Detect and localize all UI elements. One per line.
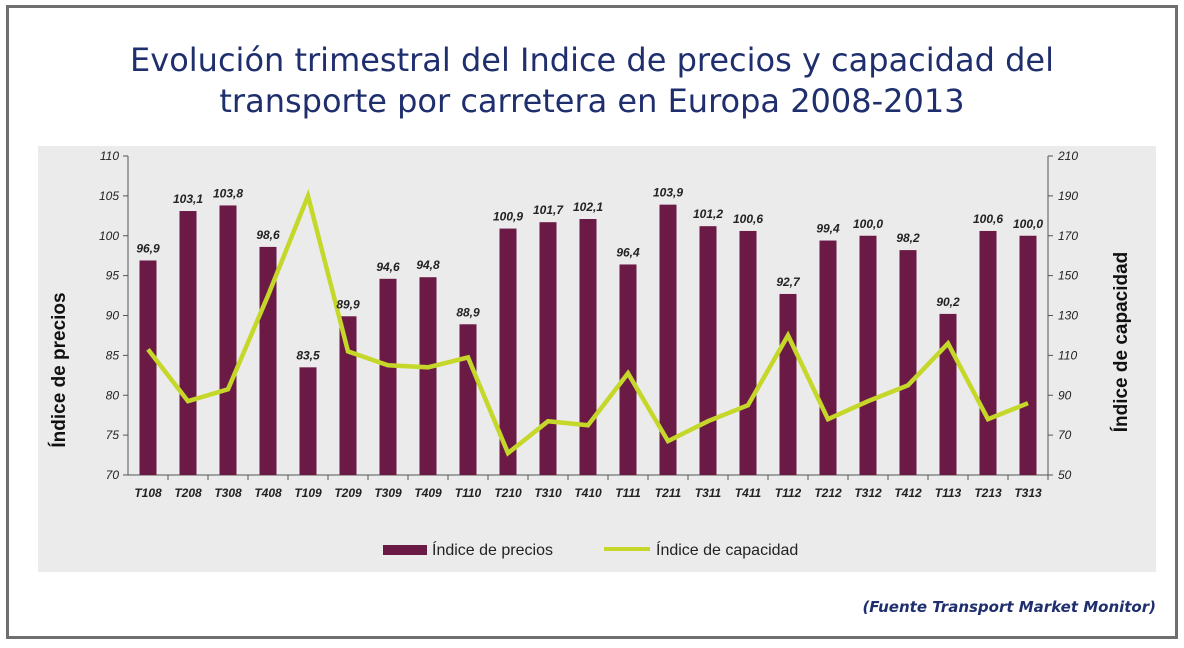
category-label: T108 — [134, 486, 162, 500]
title-line-2: transporte por carretera en Europa 2008-… — [219, 82, 965, 120]
right-tick-label: 70 — [1058, 428, 1072, 442]
bar-value-label: 94,6 — [376, 260, 400, 274]
price-bar — [459, 324, 477, 475]
bar-value-label: 94,8 — [416, 258, 440, 272]
right-tick-label: 130 — [1058, 309, 1078, 323]
bar-value-label: 99,4 — [816, 222, 840, 236]
price-bar — [139, 260, 157, 475]
bar-value-label: 96,9 — [136, 241, 160, 255]
price-bar — [379, 278, 397, 475]
category-label: T412 — [894, 486, 922, 500]
price-bar — [339, 316, 357, 475]
category-label: T213 — [974, 486, 1002, 500]
category-label: T408 — [254, 486, 282, 500]
legend-swatch-precios — [383, 545, 427, 555]
price-bar — [499, 228, 517, 475]
right-axis-title: Índice de capacidad — [1110, 252, 1132, 433]
bar-value-label: 83,5 — [296, 348, 320, 362]
price-bar — [179, 211, 197, 475]
price-bar — [779, 293, 797, 475]
right-tick-label: 190 — [1058, 189, 1078, 203]
category-label: T311 — [695, 486, 722, 500]
bar-value-label: 92,7 — [776, 275, 801, 289]
bar-value-label: 100,6 — [973, 212, 1003, 226]
price-bar — [299, 367, 317, 475]
labels-group: T108 96,9 T208 103,1 T308 103,8 T408 98,6 T109 83… — [134, 186, 1043, 500]
bar-value-label: 103,8 — [213, 186, 243, 200]
category-label: T409 — [414, 486, 442, 500]
bar-value-label: 98,2 — [896, 231, 920, 245]
bar-value-label: 102,1 — [573, 200, 603, 214]
left-tick-label: 100 — [99, 229, 119, 243]
legend-label-capacidad: Índice de capacidad — [656, 540, 798, 559]
bar-value-label: 98,6 — [256, 228, 280, 242]
right-tick-label: 150 — [1058, 269, 1078, 283]
bar-value-label: 103,9 — [653, 186, 683, 200]
category-label: T109 — [294, 486, 322, 500]
price-bar — [939, 313, 957, 475]
category-label: T212 — [814, 486, 842, 500]
category-label: T411 — [735, 486, 762, 500]
source-note: (Fuente Transport Market Monitor) — [862, 598, 1156, 616]
bar-value-label: 103,1 — [173, 192, 203, 206]
price-bar — [979, 230, 997, 475]
legend-label-precios: Índice de precios — [432, 540, 553, 559]
left-tick-label: 75 — [106, 428, 120, 442]
right-tick-label: 210 — [1057, 149, 1078, 163]
category-label: T112 — [775, 486, 802, 500]
left-tick-label: 85 — [106, 348, 120, 362]
price-bar — [899, 250, 917, 475]
left-tick-label: 70 — [106, 468, 120, 482]
price-bar — [819, 240, 837, 475]
category-label: T208 — [174, 486, 202, 500]
bar-value-label: 100,6 — [733, 212, 763, 226]
category-label: T209 — [334, 486, 362, 500]
bar-value-label: 89,9 — [336, 297, 360, 311]
category-label: T312 — [854, 486, 882, 500]
axes: 70 75 80 85 90 95 100 105 110 50 70 90 110 130 150 170 1… — [99, 149, 1078, 482]
bar-value-label: 100,0 — [853, 217, 883, 231]
bar-value-label: 100,9 — [493, 210, 523, 224]
left-tick-label: 80 — [106, 388, 120, 402]
category-label: T211 — [655, 486, 682, 500]
bar-value-label: 88,9 — [456, 305, 480, 319]
left-tick-label: 105 — [99, 189, 119, 203]
category-label: T308 — [214, 486, 242, 500]
price-bar — [1019, 235, 1037, 475]
price-bar — [219, 205, 237, 475]
category-label: T309 — [374, 486, 402, 500]
left-tick-label: 110 — [100, 149, 119, 163]
title-line-1: Evolución trimestral del Indice de preci… — [130, 41, 1054, 79]
bar-value-label: 101,2 — [693, 207, 723, 221]
bar-value-label: 90,2 — [936, 295, 960, 309]
bar-value-label: 100,0 — [1013, 217, 1043, 231]
left-axis-title: Índice de precios — [48, 292, 70, 447]
left-tick-label: 95 — [106, 269, 120, 283]
bar-value-label: 101,7 — [533, 203, 564, 217]
category-label: T110 — [455, 486, 482, 500]
price-bar — [539, 222, 557, 475]
category-label: T310 — [534, 486, 562, 500]
left-tick-label: 90 — [106, 309, 120, 323]
chart-title: Evolución trimestral del Indice de preci… — [6, 40, 1178, 122]
right-tick-label: 90 — [1058, 388, 1072, 402]
right-tick-label: 50 — [1058, 468, 1072, 482]
price-bar — [659, 204, 677, 475]
category-label: T210 — [494, 486, 522, 500]
price-bar — [699, 226, 717, 475]
category-label: T113 — [935, 486, 962, 500]
bar-value-label: 96,4 — [616, 245, 640, 259]
category-label: T313 — [1014, 486, 1042, 500]
price-bar — [739, 230, 757, 475]
right-tick-label: 110 — [1058, 348, 1077, 362]
line-group — [146, 188, 1029, 457]
legend: Índice de precios Índice de capacidad — [383, 540, 798, 559]
right-tick-label: 170 — [1058, 229, 1078, 243]
price-bar — [859, 235, 877, 475]
price-bar — [419, 277, 437, 475]
category-label: T410 — [574, 486, 602, 500]
price-bar — [579, 219, 597, 475]
category-label: T111 — [615, 486, 641, 500]
